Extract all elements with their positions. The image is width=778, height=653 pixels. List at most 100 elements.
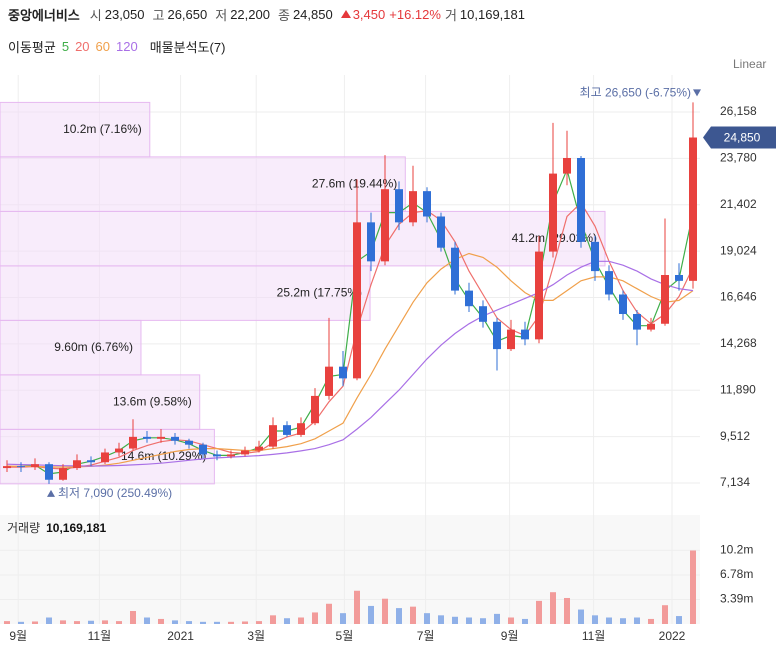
legend-entry: 60	[95, 39, 111, 54]
candle-body	[45, 464, 53, 480]
volume-bar	[424, 613, 430, 624]
volume-bar	[88, 620, 94, 624]
field-value: 26,650	[167, 6, 208, 22]
volume-bar	[60, 620, 66, 624]
x-tick-label: 11월	[88, 629, 112, 643]
candle-body	[605, 271, 613, 295]
volume-bar	[32, 621, 38, 624]
ma-line	[6, 252, 694, 468]
volume-bar	[410, 606, 416, 624]
volume-bar	[564, 597, 570, 624]
candle-body	[31, 464, 39, 468]
candle-body	[283, 425, 291, 435]
candle-body	[367, 222, 375, 262]
volume-bar	[298, 617, 304, 624]
candle-body	[73, 460, 81, 469]
volume-bar	[46, 617, 52, 624]
volume-bar	[550, 592, 556, 624]
volume-bar	[116, 621, 122, 624]
volume-bar	[158, 618, 164, 624]
candle-body	[101, 452, 109, 463]
volume-bar	[312, 612, 318, 624]
volume-bar	[200, 621, 206, 624]
x-tick-label: 3월	[247, 629, 265, 643]
candle-body	[227, 454, 235, 457]
last-price-label: 24,850	[724, 131, 761, 145]
change-percent: +16.12%	[389, 6, 441, 22]
y-tick-label: 26,158	[720, 104, 757, 118]
profile-bar	[0, 210, 606, 267]
candle-body	[325, 366, 333, 396]
volume-bar	[592, 615, 598, 624]
candle-body	[549, 173, 557, 252]
legend-title: 이동평균	[8, 40, 56, 55]
candle-body	[87, 460, 95, 463]
candle-body	[213, 454, 221, 457]
candle-body	[521, 329, 529, 340]
candle-body	[3, 466, 11, 469]
profile-label: 27.6m (19.44%)	[312, 176, 397, 190]
scale-label: Linear	[733, 57, 766, 71]
x-tick-label: 2021	[167, 629, 194, 643]
candle-body	[143, 436, 151, 439]
candle-body	[507, 329, 515, 350]
volume-bar	[18, 621, 24, 624]
volume-bar	[522, 618, 528, 624]
candle-body	[59, 468, 67, 480]
candle-body	[17, 466, 25, 468]
change-value: 3,450	[352, 6, 386, 22]
field-value: 10,169,181	[459, 6, 525, 22]
ma-line	[6, 260, 694, 467]
x-tick-label: 9월	[501, 629, 519, 643]
legend-entry: 5	[61, 39, 70, 54]
legend: 이동평균 5 20 60 120 매물분석도(7)	[8, 37, 231, 56]
candle-body	[115, 448, 123, 453]
candle-body	[633, 314, 641, 330]
candle-body	[241, 450, 249, 455]
profile-label: 14.6m (10.29%)	[121, 449, 206, 463]
volume-bar	[606, 617, 612, 624]
volume-bar	[102, 620, 108, 624]
volume-bar	[452, 616, 458, 624]
volume-bar	[354, 590, 360, 624]
y-tick-label: 11,890	[720, 382, 756, 396]
candle-body	[661, 274, 669, 324]
volume-bar	[74, 621, 80, 624]
x-tick-label: 9월	[9, 629, 27, 643]
candle-body	[199, 444, 207, 455]
y-tick-label: 14,268	[720, 336, 757, 350]
x-tick-label: 7월	[417, 629, 435, 643]
candle-body	[129, 436, 137, 449]
candle-body	[297, 423, 305, 435]
y-tick-label: 9,512	[720, 429, 750, 443]
field-value: 23,050	[104, 6, 145, 22]
volume-bar	[438, 615, 444, 624]
volume-bar	[480, 618, 486, 624]
legend-entry: 20	[75, 39, 90, 54]
volume-bar	[536, 600, 542, 624]
y-tick-label: 16,646	[720, 290, 757, 304]
field-value: 22,200	[230, 6, 270, 22]
candle-body	[185, 440, 193, 445]
low-marker	[47, 489, 55, 497]
candle-body	[689, 137, 697, 281]
profile-bar	[0, 265, 371, 321]
y-tick-label: 23,780	[720, 151, 757, 165]
x-tick-label: 2022	[659, 629, 686, 643]
x-tick-label: 11월	[582, 629, 606, 643]
candle-body	[381, 189, 389, 262]
candle-body	[619, 294, 627, 315]
candle-body	[493, 321, 501, 350]
volume-bar	[578, 609, 584, 624]
volume-bar	[4, 621, 10, 624]
volume-bar	[634, 617, 640, 624]
y-tick-label: 7,134	[720, 475, 750, 489]
volume-bar	[186, 621, 192, 624]
candle-body	[563, 157, 571, 174]
volume-bar	[382, 598, 388, 624]
volume-bar	[368, 605, 374, 624]
candle-body	[591, 241, 599, 272]
profile-bar	[0, 374, 201, 430]
